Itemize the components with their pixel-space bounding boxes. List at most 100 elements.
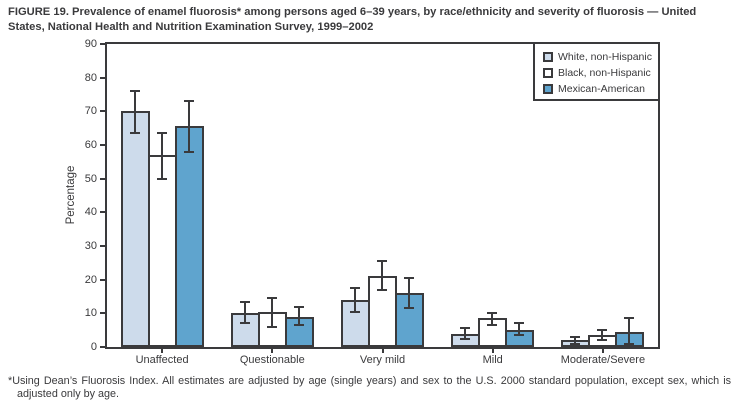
legend-label: Black, non-Hispanic [558,67,651,79]
x-axis-tick [601,349,604,353]
y-axis-tick-label: 90 [84,38,97,50]
error-bar-cap [293,324,304,327]
error-bar-cap [570,342,581,345]
error-bar-cap [266,325,277,328]
x-axis-label: Moderate/Severe [560,354,646,366]
error-bar-cap [129,132,140,135]
error-bar [518,323,521,336]
legend-label: White, non-Hispanic [558,51,652,63]
legend-item: Mexican-American [543,81,658,97]
error-bar-cap [183,100,194,103]
x-axis-label: Questionable [239,354,305,366]
legend: White, non-Hispanic Black, non-Hispanic Me… [533,42,660,101]
y-axis-tick [100,346,105,348]
y-axis-tick [100,43,105,45]
error-bar-cap [350,287,360,290]
error-bar [354,288,356,312]
y-axis-tick-label: 70 [84,105,97,118]
x-axis-label: Unaffected [135,354,189,366]
y-axis-tick-label: 0 [90,341,97,353]
error-bar-cap [624,342,635,345]
error-bar [187,101,190,152]
error-bar [408,278,410,309]
bar [368,276,397,347]
error-bar-cap [293,305,304,308]
error-bar-cap [129,90,140,93]
error-bar-cap [377,288,387,291]
y-axis-tick [100,76,105,79]
bar [120,111,150,347]
y-axis-tick [100,278,105,281]
error-bar-cap [404,276,414,279]
y-axis-tick [100,144,105,146]
y-axis-tick [100,177,105,180]
bar [147,155,177,347]
bar [174,126,204,347]
y-axis-tick [100,110,105,113]
error-bar [270,298,273,327]
error-bar-cap [514,334,525,337]
error-bar [133,91,136,134]
error-bar [160,133,163,179]
chart-plot-area: White, non-Hispanic Black, non-Hispanic Me… [85,38,660,366]
y-axis-tick-label: 60 [84,139,97,151]
footnote-asterisk: * [8,375,13,387]
y-axis-tick-label: 20 [84,273,97,286]
error-bar-cap [597,329,608,332]
bar-group [561,44,645,347]
y-axis-tick [100,245,105,247]
error-bar-cap [570,335,581,338]
legend-label: Mexican-American [558,83,645,95]
bar-group [120,44,204,347]
error-bar-cap [183,150,194,153]
error-bar [297,306,300,326]
error-bar [381,261,383,290]
error-bar [628,318,631,344]
error-bar-cap [460,337,471,340]
x-axis-label: Mild [482,354,503,366]
x-axis-label: Very mild [359,354,406,366]
figure-title: FIGURE 19. Prevalence of enamel fluorosi… [8,6,697,33]
error-bar-cap [404,307,414,310]
error-bar-cap [156,132,167,135]
legend-item: Black, non-Hispanic [543,65,658,81]
bar-group [451,44,535,347]
x-axis-tick [381,349,384,353]
error-bar-cap [487,324,498,327]
error-bar-cap [487,312,498,315]
legend-swatch-icon [543,84,553,94]
error-bar [491,313,494,326]
error-bar-cap [156,177,167,180]
x-axis-tick [491,349,494,353]
x-axis-tick [271,349,274,353]
error-bar-cap [460,327,471,330]
footnote: *Using Dean’s Fluorosis Index. All estim… [8,375,731,401]
footnote-text: Using Dean’s Fluorosis Index. All estima… [12,375,731,400]
error-bar-cap [266,297,277,300]
error-bar-cap [239,300,250,303]
y-axis-tick [100,211,105,214]
error-bar [601,330,604,341]
legend-swatch-icon [543,52,553,62]
error-bar [574,336,577,344]
legend-item: White, non-Hispanic [543,49,658,65]
bar-group [341,44,424,347]
y-axis-tick-label: 80 [84,71,97,84]
y-axis-tick-label: 30 [84,240,97,252]
error-bar [243,301,246,324]
x-axis-tick [161,349,164,353]
error-bar-cap [514,322,525,325]
error-bar-cap [239,322,250,325]
error-bar-cap [377,260,387,263]
y-axis-tick-label: 40 [84,206,97,219]
error-bar [464,328,467,339]
bar-group [230,44,314,347]
y-axis-tick-label: 10 [84,307,97,320]
error-bar-cap [350,310,360,313]
error-bar-cap [597,339,608,342]
legend-swatch-icon [543,68,553,78]
y-axis-tick [100,312,105,315]
y-axis-tick-label: 50 [84,172,97,185]
error-bar-cap [624,317,635,320]
